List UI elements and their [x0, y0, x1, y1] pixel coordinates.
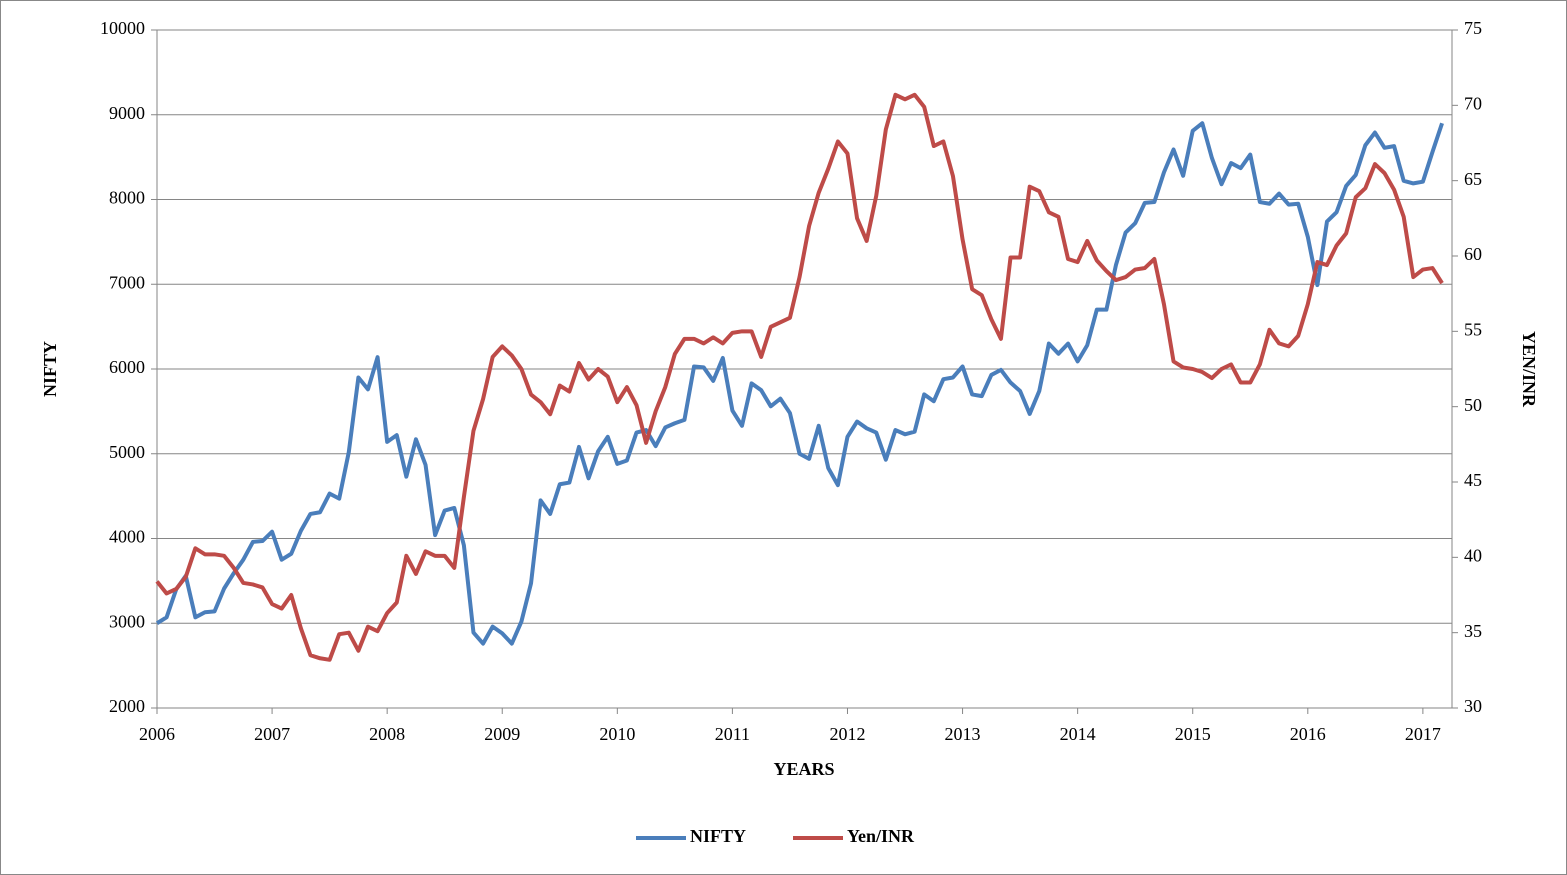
x-tick-label: 2007: [254, 724, 290, 744]
x-tick-label: 2012: [829, 724, 865, 744]
y-tick-label: 7000: [109, 272, 145, 292]
x-tick-label: 2011: [715, 724, 750, 744]
y2-tick-label: 35: [1464, 621, 1482, 641]
y2-tick-label: 50: [1464, 395, 1482, 415]
y-tick-label: 6000: [109, 357, 145, 377]
y-tick-label: 2000: [109, 696, 145, 716]
x-tick-label: 2014: [1060, 724, 1096, 744]
y2-tick-label: 70: [1464, 93, 1482, 113]
series-line: [155, 121, 1444, 646]
y-tick-label: 9000: [109, 103, 145, 123]
y2-axis-title: YEN/INR: [1519, 331, 1539, 408]
x-tick-label: 2006: [139, 724, 175, 744]
x-tick-label: 2015: [1175, 724, 1211, 744]
x-tick-label: 2013: [945, 724, 981, 744]
x-tick-label: 2016: [1290, 724, 1326, 744]
y2-tick-label: 75: [1464, 18, 1482, 38]
x-axis-title: YEARS: [773, 759, 834, 779]
legend-label: NIFTY: [690, 826, 746, 846]
x-tick-label: 2008: [369, 724, 405, 744]
y-tick-label: 5000: [109, 442, 145, 462]
y-tick-label: 3000: [109, 611, 145, 631]
series-line: [155, 92, 1444, 662]
y-tick-label: 10000: [100, 18, 145, 38]
y2-tick-label: 55: [1464, 319, 1482, 339]
y-tick-label: 4000: [109, 527, 145, 547]
y2-tick-label: 40: [1464, 545, 1482, 565]
y2-tick-label: 60: [1464, 244, 1482, 264]
y2-tick-label: 65: [1464, 169, 1482, 189]
y-axis-title: NIFTY: [40, 341, 60, 397]
y-tick-label: 8000: [109, 188, 145, 208]
legend-label: Yen/INR: [847, 826, 915, 846]
y2-tick-label: 30: [1464, 696, 1482, 716]
x-tick-label: 2010: [599, 724, 635, 744]
y2-tick-label: 45: [1464, 470, 1482, 490]
x-tick-label: 2017: [1405, 724, 1441, 744]
x-tick-label: 2009: [484, 724, 520, 744]
